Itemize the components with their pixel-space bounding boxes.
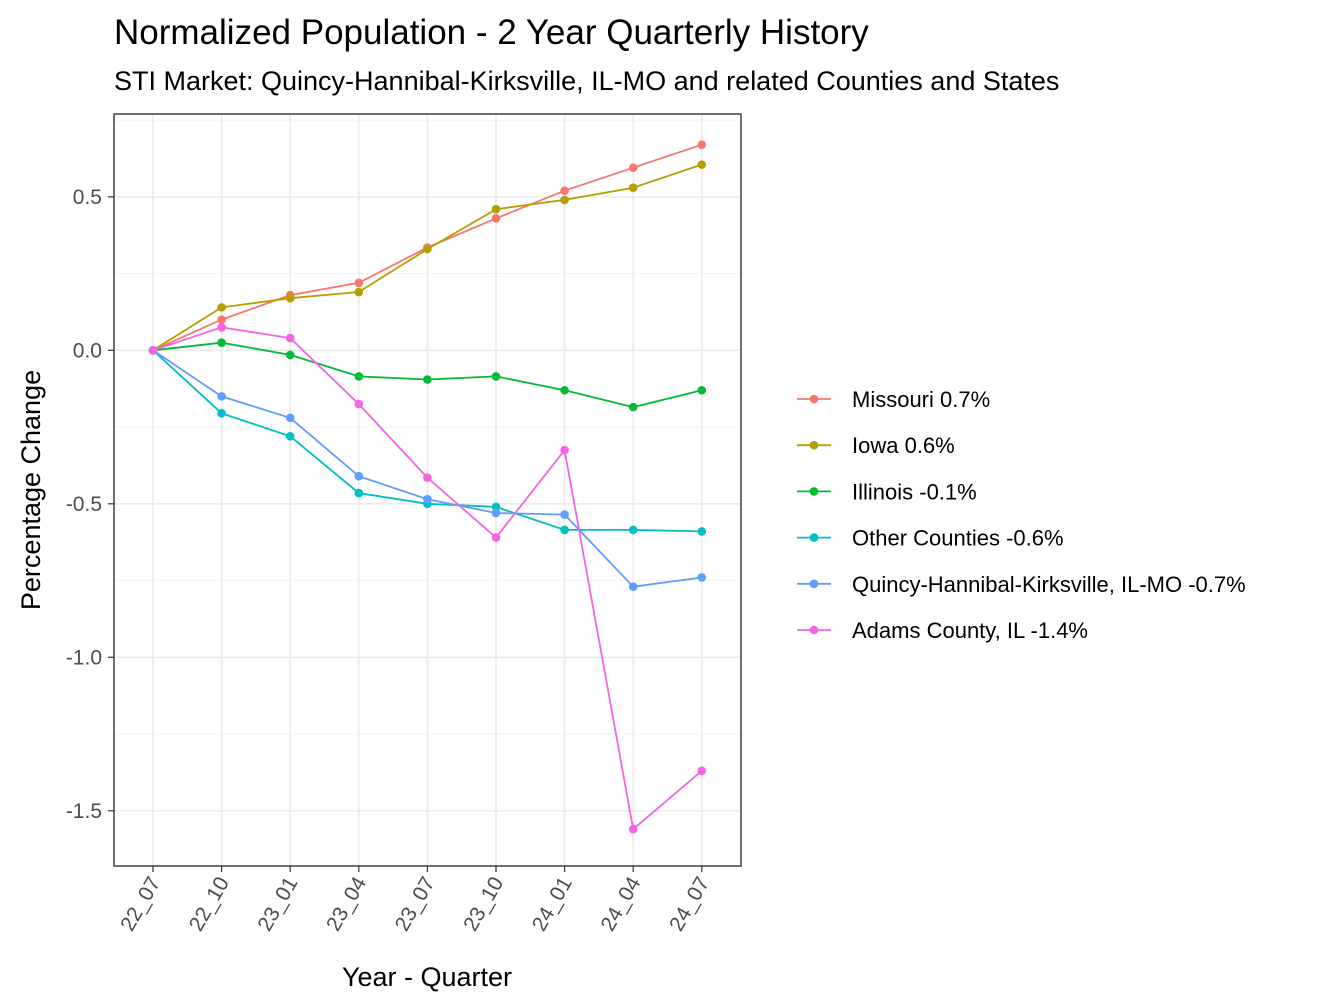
data-point: [354, 287, 364, 297]
y-tick-label: 0.0: [73, 339, 102, 362]
data-point: [354, 278, 364, 288]
data-point: [423, 375, 432, 384]
data-point: [217, 392, 226, 401]
data-point: [628, 525, 638, 535]
data-point: [354, 488, 364, 498]
data-point: [628, 402, 638, 412]
legend-item: Iowa 0.6%: [797, 433, 955, 458]
legend-key-point: [809, 440, 819, 450]
grid-lines: [114, 114, 741, 866]
legend-label: Missouri 0.7%: [852, 387, 990, 412]
data-point: [491, 372, 501, 381]
data-point: [491, 508, 501, 518]
legend-item: Illinois -0.1%: [797, 479, 977, 504]
legend-label: Quincy-Hannibal-Kirksville, IL-MO -0.7%: [852, 572, 1246, 597]
legend-item: Missouri 0.7%: [797, 387, 990, 412]
legend-label: Adams County, IL -1.4%: [852, 618, 1088, 643]
x-tick-label: 23_07: [391, 873, 440, 935]
chart-title: Normalized Population - 2 Year Quarterly…: [114, 13, 869, 52]
series-group: [148, 323, 707, 834]
chart-subtitle: STI Market: Quincy-Hannibal-Kirksville, …: [114, 66, 1059, 96]
data-point: [697, 766, 707, 776]
y-axis: 0.5 0.0 -0.5 -1.0 -1.5: [66, 186, 114, 823]
legend-key-point: [809, 625, 819, 635]
y-tick-label: -1.0: [66, 646, 102, 669]
x-axis-title: Year - Quarter: [342, 962, 512, 992]
data-point: [628, 183, 638, 192]
x-tick-label: 23_01: [253, 873, 302, 935]
data-point: [628, 582, 638, 591]
legend-label: Other Counties -0.6%: [852, 526, 1064, 551]
data-point: [285, 431, 295, 441]
data-point: [217, 408, 226, 418]
x-tick-label: 24_01: [528, 873, 577, 935]
data-point: [217, 303, 226, 312]
y-tick-label: 0.5: [73, 186, 102, 209]
y-tick-label: -0.5: [66, 493, 102, 516]
x-tick-label: 22_10: [185, 873, 234, 935]
x-tick-label: 23_10: [459, 873, 508, 935]
data-point: [697, 160, 707, 169]
data-point: [697, 385, 707, 395]
legend-key-point: [809, 487, 819, 496]
data-point: [491, 204, 501, 214]
legend-item: Other Counties -0.6%: [797, 526, 1064, 551]
legend-key-point: [809, 533, 819, 542]
legend-key-point: [809, 579, 819, 589]
x-tick-label: 24_04: [596, 873, 645, 935]
legend-item: Quincy-Hannibal-Kirksville, IL-MO -0.7%: [797, 572, 1246, 597]
x-tick-label: 23_04: [322, 873, 371, 935]
data-point: [217, 315, 226, 324]
data-point: [491, 533, 501, 542]
series-group: [148, 160, 707, 355]
data-point: [285, 350, 295, 360]
data-point: [628, 824, 638, 834]
data-point: [560, 385, 569, 395]
data-point: [285, 293, 295, 303]
data-point: [148, 346, 158, 355]
series-group: [148, 338, 707, 412]
data-point: [423, 473, 432, 483]
data-point: [354, 471, 364, 481]
data-point: [354, 372, 364, 381]
data-point: [697, 140, 707, 149]
x-tick-label: 22_07: [116, 873, 165, 935]
x-axis: 22_07 22_10 23_01 23_04 23_07 23_10 24_01 24_04…: [116, 866, 714, 935]
legend-label: Illinois -0.1%: [852, 479, 977, 504]
legend-item: Adams County, IL -1.4%: [797, 618, 1088, 643]
data-point: [628, 163, 638, 173]
data-point: [560, 186, 569, 196]
data-point: [491, 502, 501, 512]
data-point: [560, 510, 569, 519]
legend-label: Iowa 0.6%: [852, 433, 955, 458]
data-point: [217, 338, 226, 347]
legend-key-point: [809, 394, 819, 404]
data-point: [354, 399, 364, 409]
data-point: [217, 323, 226, 332]
data-point: [560, 195, 569, 205]
data-point: [560, 525, 569, 535]
data-point: [491, 214, 501, 223]
data-point: [423, 244, 432, 254]
data-point: [285, 413, 295, 423]
series-lines: [148, 140, 707, 834]
data-point: [423, 494, 432, 504]
data-point: [697, 573, 707, 582]
y-tick-label: -1.5: [66, 800, 102, 823]
data-point: [697, 527, 707, 536]
data-point: [285, 333, 295, 343]
data-point: [560, 445, 569, 455]
x-tick-label: 24_07: [665, 873, 714, 935]
legend: Missouri 0.7% Iowa 0.6% Illinois -0.1% Othe…: [797, 387, 1246, 643]
y-axis-title: Percentage Change: [16, 370, 46, 610]
